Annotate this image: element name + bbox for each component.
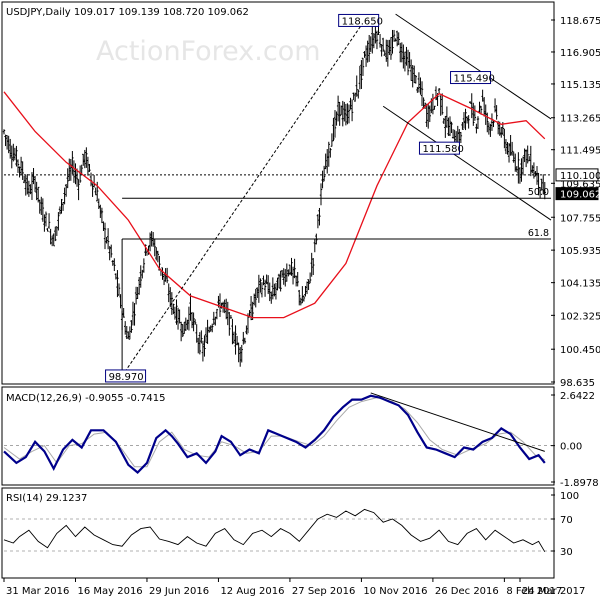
annotation-box — [105, 369, 147, 383]
axis-price-label: 107.755 — [560, 213, 600, 224]
axis-price-label: 102.325 — [560, 311, 600, 322]
x-axis-label: 8 Feb 2017 — [506, 586, 562, 597]
price-annotation: 118.650 — [338, 13, 383, 27]
axis-price-box — [555, 168, 599, 182]
axis-price-label: 98.635 — [560, 378, 595, 389]
annotation-label: 98.970 — [109, 372, 144, 383]
macd-title: MACD(12,26,9) -0.9055 -0.7415 — [6, 393, 166, 404]
macd-axis-label: 0.00 — [560, 442, 582, 453]
watermark: ActionForex.com — [96, 36, 321, 67]
annotation-box — [450, 71, 492, 85]
rsi-title: RSI(14) 29.1237 — [6, 493, 87, 504]
rsi-axis-label: 30 — [560, 547, 573, 558]
price-layer: 50.0 61.8 118.650 115.490 111.580 98.970 110.1… — [2, 13, 600, 389]
price-annotation: 111.580 — [418, 141, 464, 155]
x-axis: 31 Mar 2016 16 May 2016 29 Jun 2016 12 Aug … — [3, 578, 585, 597]
fib-label: 61.8 — [528, 228, 549, 239]
axis-price-box — [555, 187, 599, 201]
macd-axis-label: -1.8978 — [560, 478, 599, 489]
rsi-layer: 100 70 30 — [3, 491, 579, 558]
annotation-label: 115.490 — [454, 74, 495, 85]
axis-price-label: 118.675 — [560, 16, 600, 27]
axis-price-label: 116.905 — [560, 48, 600, 59]
rsi-axis-label: 70 — [560, 515, 573, 526]
axis-price-label: 109.062 — [560, 190, 600, 201]
macd-line — [3, 394, 546, 474]
annotation-box — [418, 141, 460, 155]
x-axis-label: 12 Aug 2016 — [220, 586, 284, 597]
channel-upper-line — [395, 13, 552, 120]
x-axis-label: 16 May 2016 — [77, 586, 142, 597]
x-axis-label: 31 Mar 2016 — [6, 586, 69, 597]
axis-price-label: 115.135 — [560, 80, 600, 91]
moving-average-line — [3, 91, 546, 319]
x-axis-label: 24 Mar 2017 — [522, 586, 585, 597]
channel-lower-line — [382, 105, 552, 221]
axis-price-label: 110.100 — [560, 171, 600, 182]
fib-label: 50.0 — [528, 187, 549, 198]
axis-price-label: 104.135 — [560, 279, 600, 290]
annotation-label: 111.580 — [422, 144, 463, 155]
price-annotation: 115.490 — [450, 71, 495, 85]
axis-price-label: 113.265 — [560, 114, 600, 125]
axis-price-label: 111.495 — [560, 146, 600, 157]
price-panel — [1, 1, 555, 385]
annotation-label: 118.650 — [342, 16, 383, 27]
rsi-axis-label: 100 — [560, 491, 579, 502]
chart-title: USDJPY,Daily 109.017 109.139 108.720 109… — [6, 7, 249, 18]
price-annotation: 98.970 — [105, 369, 147, 383]
macd-layer: 2.6422 0.00 -1.8978 — [3, 391, 599, 489]
rsi-panel — [1, 487, 555, 579]
axis-price-label: 100.450 — [560, 345, 600, 356]
x-axis-label: 10 Nov 2016 — [363, 586, 427, 597]
x-axis-label: 26 Dec 2016 — [435, 586, 499, 597]
x-axis-label: 27 Sep 2016 — [292, 586, 355, 597]
axis-price-label: 105.935 — [560, 246, 600, 257]
macd-axis-label: 2.6422 — [560, 391, 595, 402]
axis-price-label: 109.635 — [560, 179, 600, 190]
annotation-box — [338, 13, 380, 27]
macd-trendline — [370, 392, 545, 452]
rsi-line — [3, 508, 546, 553]
macd-panel — [1, 386, 555, 486]
x-axis-label: 29 Jun 2016 — [149, 586, 209, 597]
